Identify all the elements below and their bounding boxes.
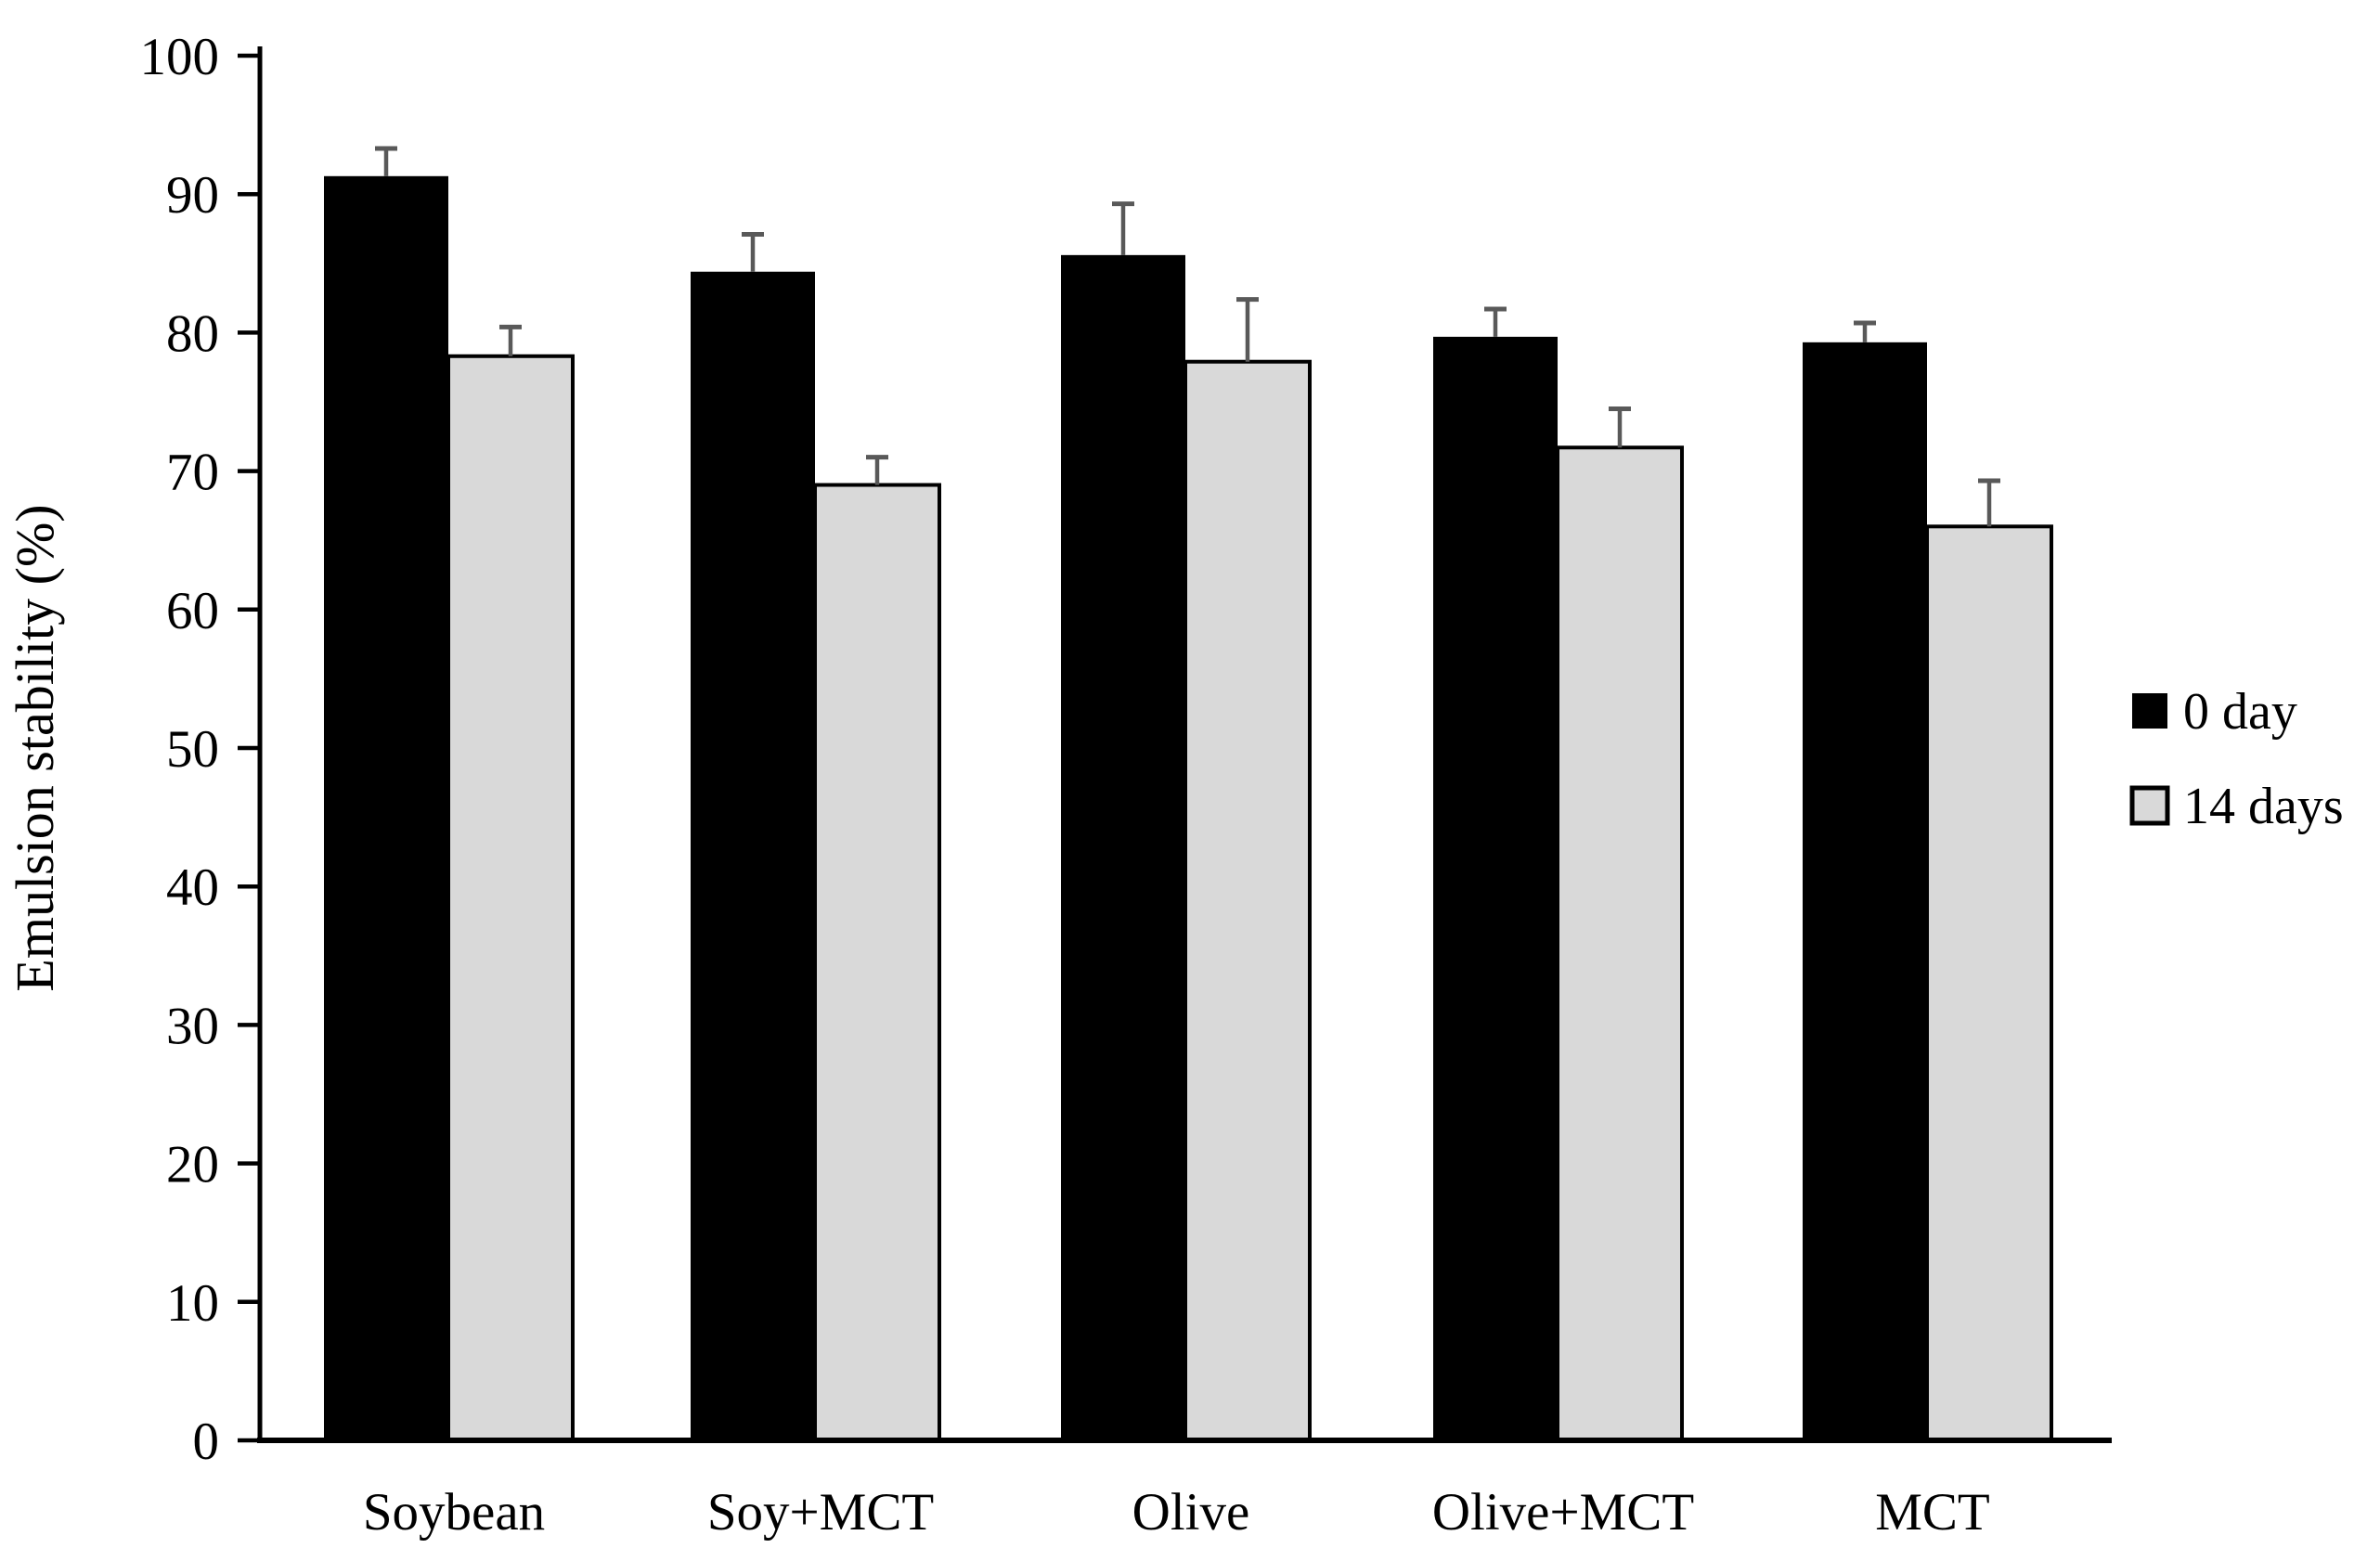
y-tick-label-80: 80 bbox=[166, 304, 219, 363]
legend-marker-14-days bbox=[2129, 785, 2170, 826]
y-axis-title: Emulsion stability (%) bbox=[5, 504, 65, 991]
x-axis-label-olive-mct: Olive+MCT bbox=[1432, 1483, 1694, 1542]
y-tick-label-100: 100 bbox=[140, 28, 220, 86]
legend: 0 day 14 days bbox=[2129, 683, 2344, 835]
legend-marker-0-day bbox=[2132, 693, 2167, 729]
bar-olive-0-day bbox=[1061, 254, 1185, 1440]
y-tick-label-30: 30 bbox=[166, 997, 219, 1055]
bar-olive-mct-0-day bbox=[1433, 336, 1558, 1441]
x-axis-label-olive: Olive bbox=[1132, 1483, 1250, 1542]
bar-mct-14-days bbox=[1925, 524, 2053, 1442]
legend-item-14-days: 14 days bbox=[2129, 778, 2344, 835]
y-tick-label-20: 20 bbox=[166, 1136, 219, 1194]
error-bars-layer bbox=[375, 146, 2000, 527]
bar-soybean-14-days bbox=[446, 354, 575, 1442]
y-tick-label-50: 50 bbox=[166, 720, 219, 779]
y-tick-label-10: 10 bbox=[166, 1274, 219, 1333]
labels-layer: 0 10 20 30 40 50 60 70 80 90 100 Soybean Soy+MCT Oliv… bbox=[140, 28, 1990, 1542]
y-tick-label-0: 0 bbox=[193, 1413, 220, 1471]
legend-item-0-day: 0 day bbox=[2132, 683, 2297, 741]
bar-olive-mct-14-days bbox=[1556, 445, 1684, 1443]
y-tick-label-70: 70 bbox=[166, 444, 219, 502]
y-tick-label-40: 40 bbox=[166, 858, 219, 917]
x-axis-label-soy-mct: Soy+MCT bbox=[707, 1483, 934, 1542]
bar-mct-0-day bbox=[1803, 342, 1927, 1440]
bar-soybean-0-day bbox=[324, 175, 448, 1441]
bar-olive-14-days bbox=[1184, 359, 1312, 1442]
bar-soy-mct-14-days bbox=[813, 483, 941, 1442]
bar-soy-mct-0-day bbox=[691, 271, 815, 1441]
y-tick-label-90: 90 bbox=[166, 166, 219, 225]
bars-layer bbox=[324, 175, 2053, 1443]
legend-label-0-day: 0 day bbox=[2183, 683, 2297, 741]
axes-layer bbox=[238, 46, 2112, 1443]
x-axis-label-soybean: Soybean bbox=[363, 1483, 545, 1542]
y-tick-label-60: 60 bbox=[166, 582, 219, 640]
legend-label-14-days: 14 days bbox=[2183, 778, 2344, 835]
x-axis-label-mct: MCT bbox=[1875, 1483, 1990, 1542]
